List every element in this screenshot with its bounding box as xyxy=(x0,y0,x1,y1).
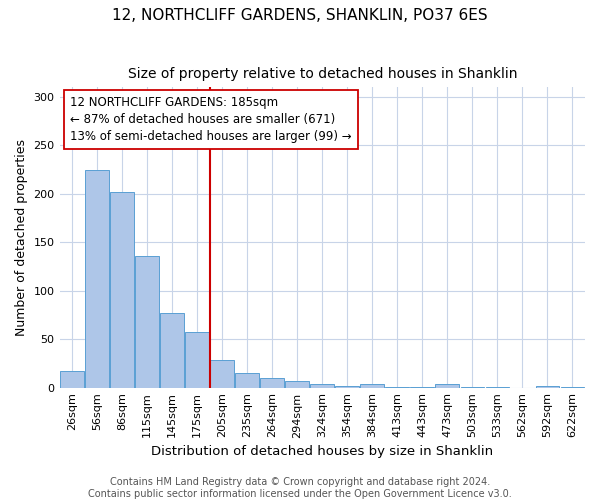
Bar xyxy=(235,373,259,388)
Bar xyxy=(436,384,459,388)
Bar xyxy=(560,386,584,388)
Text: Contains HM Land Registry data © Crown copyright and database right 2024.
Contai: Contains HM Land Registry data © Crown c… xyxy=(88,478,512,499)
Text: 12 NORTHCLIFF GARDENS: 185sqm
← 87% of detached houses are smaller (671)
13% of : 12 NORTHCLIFF GARDENS: 185sqm ← 87% of d… xyxy=(70,96,352,143)
Bar xyxy=(485,386,509,388)
Bar xyxy=(135,256,159,388)
Bar xyxy=(461,386,484,388)
Title: Size of property relative to detached houses in Shanklin: Size of property relative to detached ho… xyxy=(128,68,517,82)
Bar xyxy=(60,371,84,388)
Bar xyxy=(185,332,209,388)
Bar xyxy=(85,170,109,388)
Bar xyxy=(110,192,134,388)
Bar xyxy=(361,384,384,388)
Y-axis label: Number of detached properties: Number of detached properties xyxy=(15,138,28,336)
Bar xyxy=(310,384,334,388)
Bar xyxy=(160,313,184,388)
Bar xyxy=(335,386,359,388)
X-axis label: Distribution of detached houses by size in Shanklin: Distribution of detached houses by size … xyxy=(151,444,493,458)
Bar xyxy=(410,386,434,388)
Text: 12, NORTHCLIFF GARDENS, SHANKLIN, PO37 6ES: 12, NORTHCLIFF GARDENS, SHANKLIN, PO37 6… xyxy=(112,8,488,22)
Bar xyxy=(536,386,559,388)
Bar xyxy=(210,360,234,388)
Bar xyxy=(286,381,309,388)
Bar xyxy=(260,378,284,388)
Bar xyxy=(385,386,409,388)
